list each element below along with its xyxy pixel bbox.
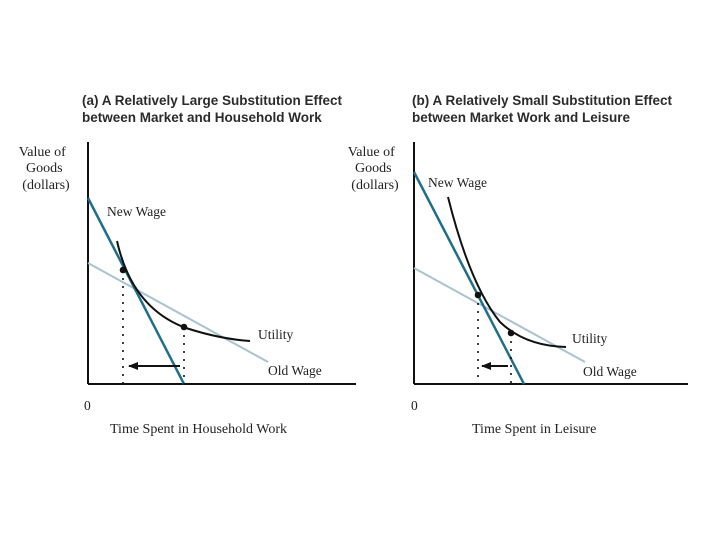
- panel-a-chart: Value of Goods (dollars) New Wage Utilit…: [19, 142, 356, 437]
- panel-a-utility-label: Utility: [258, 327, 294, 342]
- panel-b-title-line1: (b) A Relatively Small Substitution Effe…: [412, 93, 673, 108]
- panel-a-y-label: Value of Goods (dollars): [19, 145, 70, 193]
- panel-a-old-wage-label: Old Wage: [268, 363, 322, 378]
- panel-b-new-tangency-point: [474, 291, 482, 299]
- panel-b-title: (b) A Relatively Small Substitution Effe…: [412, 92, 672, 126]
- panel-a-old-wage-line: [87, 262, 269, 363]
- panel-a-new-tangency-point: [119, 266, 127, 274]
- panel-a-y-label-line3: (dollars): [22, 178, 70, 193]
- panel-b-x-label: Time Spent in Leisure: [472, 422, 596, 437]
- panel-b-y-label-line1: Value of: [348, 145, 395, 160]
- panel-a-title-line1: (a) A Relatively Large Substitution Effe…: [82, 93, 343, 108]
- panel-b-old-tangency-point: [507, 329, 515, 337]
- panel-a-title-line2: between Market and Household Work: [82, 110, 322, 125]
- panel-b-utility-curve: [447, 196, 567, 348]
- panel-b-y-label: Value of Goods (dollars): [348, 145, 399, 193]
- panel-a-old-tangency-point: [180, 323, 188, 331]
- panel-b-new-wage-line: [412, 171, 526, 385]
- panel-a-new-wage-label: New Wage: [107, 204, 166, 219]
- panel-a-new-wage-line: [86, 197, 186, 385]
- panel-b-y-label-line2: Goods: [355, 161, 392, 176]
- panel-b-origin-label: 0: [411, 398, 418, 413]
- panel-b-chart: Value of Goods (dollars) New Wage Utilit…: [348, 142, 688, 437]
- panel-b-y-label-line3: (dollars): [351, 178, 399, 193]
- panel-b-title-line2: between Market Work and Leisure: [412, 110, 631, 125]
- panel-a-title: (a) A Relatively Large Substitution Effe…: [82, 92, 342, 126]
- panel-b-utility-label: Utility: [572, 331, 608, 346]
- panel-a-y-label-line2: Goods: [26, 161, 63, 176]
- panel-a-y-label-line1: Value of: [19, 145, 66, 160]
- panel-b-new-wage-label: New Wage: [428, 175, 487, 190]
- panel-a-x-label: Time Spent in Household Work: [110, 422, 287, 437]
- panel-b-old-wage-label: Old Wage: [583, 364, 637, 379]
- panel-b-old-wage-line: [413, 267, 586, 363]
- panel-a-origin-label: 0: [84, 398, 91, 413]
